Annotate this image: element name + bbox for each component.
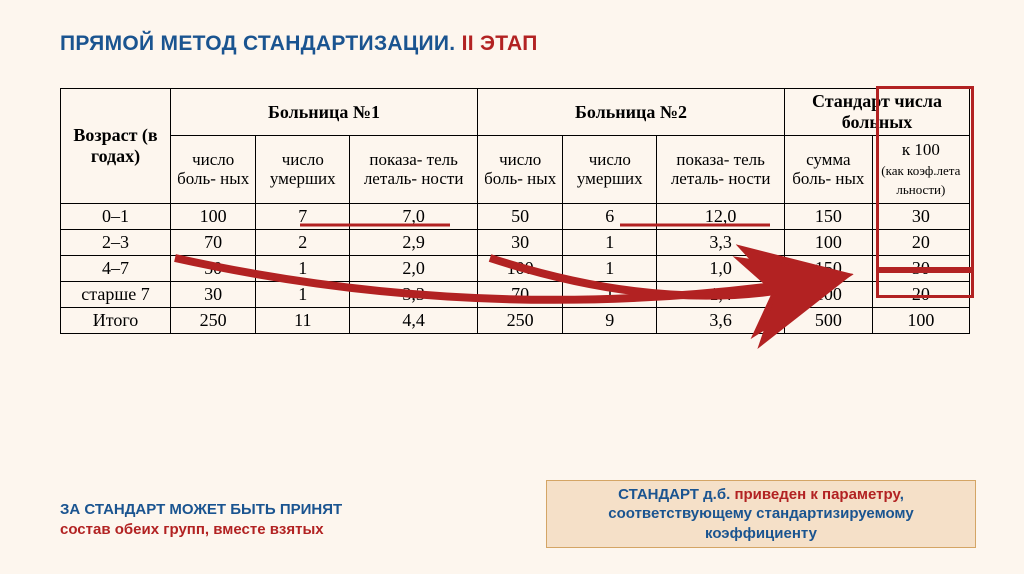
sub-h2-lethality: показа- тель леталь- ности: [657, 136, 785, 204]
cell-h2_p: 50: [478, 203, 563, 229]
sub-sum: сумма боль- ных: [785, 136, 873, 204]
sub-k100-label: к 100: [902, 140, 940, 159]
data-table-container: Возраст (в годах) Больница №1 Больница №…: [60, 88, 970, 334]
header-hosp2: Больница №2: [478, 89, 785, 136]
cell-h1_l: 3,3: [350, 281, 478, 307]
cell-age: 4–7: [61, 255, 171, 281]
cell-h2_l: 3,6: [657, 307, 785, 333]
cell-h1_l: 2,0: [350, 255, 478, 281]
cell-h1_p: 100: [171, 203, 256, 229]
cell-h2_l: 12,0: [657, 203, 785, 229]
cell-sum: 150: [785, 255, 873, 281]
cell-h1_d: 11: [256, 307, 350, 333]
cell-h2_p: 30: [478, 229, 563, 255]
footer-right-p1: СТАНДАРТ д.б.: [618, 486, 730, 503]
cell-h2_d: 9: [563, 307, 657, 333]
table-row: 0–110077,050612,015030: [61, 203, 970, 229]
cell-h1_p: 50: [171, 255, 256, 281]
table-row: 2–37022,93013,310020: [61, 229, 970, 255]
footer-right: СТАНДАРТ д.б. приведен к параметру, соот…: [546, 480, 976, 549]
table-row: Итого250114,425093,6500100: [61, 307, 970, 333]
cell-h1_p: 30: [171, 281, 256, 307]
cell-h2_d: 1: [563, 255, 657, 281]
cell-h2_d: 1: [563, 229, 657, 255]
sub-h1-deaths: число умерших: [256, 136, 350, 204]
sub-k100-note: (как коэф.лета льности): [881, 163, 960, 198]
footer-right-accent: приведен к параметру: [734, 486, 899, 503]
footer-left: ЗА СТАНДАРТ МОЖЕТ БЫТЬ ПРИНЯТ состав обе…: [60, 500, 342, 541]
footer-left-line1: ЗА СТАНДАРТ МОЖЕТ БЫТЬ ПРИНЯТ: [60, 500, 342, 520]
cell-h1_p: 250: [171, 307, 256, 333]
title-stage: II ЭТАП: [462, 32, 538, 55]
cell-h2_d: 6: [563, 203, 657, 229]
cell-h2_p: 250: [478, 307, 563, 333]
cell-h2_l: 1,4: [657, 281, 785, 307]
cell-h1_l: 4,4: [350, 307, 478, 333]
header-standard: Стандарт числа больных: [785, 89, 970, 136]
cell-h1_p: 70: [171, 229, 256, 255]
cell-h1_l: 2,9: [350, 229, 478, 255]
cell-h2_p: 100: [478, 255, 563, 281]
cell-h2_d: 1: [563, 281, 657, 307]
sub-h1-patients: число боль- ных: [171, 136, 256, 204]
cell-k100: 100: [872, 307, 969, 333]
cell-k100: 20: [872, 281, 969, 307]
cell-age: старше 7: [61, 281, 171, 307]
slide-title: ПРЯМОЙ МЕТОД СТАНДАРТИЗАЦИИ. II ЭТАП: [60, 32, 538, 56]
sub-h2-deaths: число умерших: [563, 136, 657, 204]
table-row: 4–75012,010011,015030: [61, 255, 970, 281]
cell-sum: 100: [785, 281, 873, 307]
cell-h2_l: 3,3: [657, 229, 785, 255]
sub-h1-lethality: показа- тель леталь- ности: [350, 136, 478, 204]
sub-h2-patients: число боль- ных: [478, 136, 563, 204]
cell-h1_d: 1: [256, 255, 350, 281]
cell-h1_d: 1: [256, 281, 350, 307]
data-table: Возраст (в годах) Больница №1 Больница №…: [60, 88, 970, 334]
sub-k100: к 100 (как коэф.лета льности): [872, 136, 969, 204]
title-main: ПРЯМОЙ МЕТОД СТАНДАРТИЗАЦИИ.: [60, 32, 455, 55]
footer-left-line2: состав обеих групп, вместе взятых: [60, 520, 342, 540]
cell-h2_l: 1,0: [657, 255, 785, 281]
table-row: старше 73013,37011,410020: [61, 281, 970, 307]
header-row-2: число боль- ных число умерших показа- те…: [61, 136, 970, 204]
cell-sum: 150: [785, 203, 873, 229]
cell-h1_d: 2: [256, 229, 350, 255]
cell-sum: 500: [785, 307, 873, 333]
header-row-1: Возраст (в годах) Больница №1 Больница №…: [61, 89, 970, 136]
cell-h2_p: 70: [478, 281, 563, 307]
cell-age: Итого: [61, 307, 171, 333]
cell-k100: 30: [872, 203, 969, 229]
cell-h1_l: 7,0: [350, 203, 478, 229]
header-hosp1: Больница №1: [171, 89, 478, 136]
cell-sum: 100: [785, 229, 873, 255]
header-age: Возраст (в годах): [61, 89, 171, 204]
cell-age: 2–3: [61, 229, 171, 255]
cell-k100: 30: [872, 255, 969, 281]
cell-age: 0–1: [61, 203, 171, 229]
cell-k100: 20: [872, 229, 969, 255]
cell-h1_d: 7: [256, 203, 350, 229]
